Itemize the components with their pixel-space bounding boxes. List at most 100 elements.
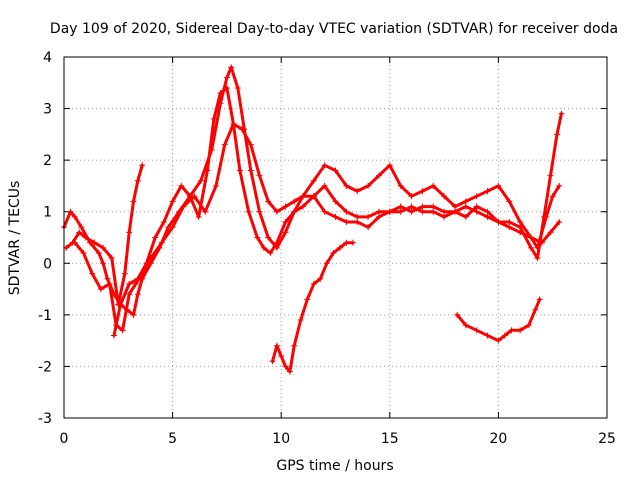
data-point	[204, 167, 211, 174]
data-point	[269, 358, 276, 365]
data-point	[82, 234, 89, 241]
data-point	[89, 270, 96, 277]
data-point	[408, 193, 415, 200]
y-tick-label: -3	[38, 411, 52, 427]
data-point	[451, 203, 458, 210]
x-axis-label: GPS time / hours	[276, 458, 393, 474]
data-point	[256, 172, 263, 179]
data-point	[495, 219, 502, 226]
data-point	[419, 203, 426, 210]
data-point	[441, 213, 448, 220]
data-point	[169, 224, 176, 231]
data-point	[454, 311, 461, 318]
data-point	[536, 296, 543, 303]
data-point	[278, 353, 285, 360]
data-point	[282, 229, 289, 236]
data-point	[462, 203, 469, 210]
data-point	[532, 306, 539, 313]
data-point	[375, 208, 382, 215]
series-line	[271, 241, 355, 374]
data-point	[317, 275, 324, 282]
x-tick-label: 10	[272, 431, 290, 447]
data-point	[419, 208, 426, 215]
data-point	[186, 193, 193, 200]
data-point	[332, 167, 339, 174]
data-point	[134, 291, 141, 298]
data-point	[169, 198, 176, 205]
data-point	[230, 121, 237, 128]
data-point	[408, 208, 415, 215]
data-point	[541, 213, 548, 220]
data-point	[332, 213, 339, 220]
y-tick-label: 4	[43, 50, 52, 66]
data-point	[265, 234, 272, 241]
data-point	[134, 275, 141, 282]
data-point	[304, 296, 311, 303]
data-point	[260, 244, 267, 251]
series-track-4	[110, 84, 565, 339]
data-point	[139, 162, 146, 169]
data-point	[558, 110, 565, 117]
data-point	[354, 213, 361, 220]
data-point	[152, 234, 159, 241]
data-point	[365, 213, 372, 220]
data-point	[239, 126, 246, 133]
data-point	[158, 239, 165, 246]
series-track-2	[63, 162, 146, 308]
data-point	[210, 115, 217, 122]
data-point	[441, 193, 448, 200]
data-point	[221, 141, 228, 148]
data-point	[197, 177, 204, 184]
data-point	[534, 255, 541, 262]
data-point	[282, 219, 289, 226]
data-point	[132, 280, 139, 287]
data-point	[130, 311, 137, 318]
data-point	[375, 213, 382, 220]
data-point	[310, 193, 317, 200]
data-point	[556, 182, 563, 189]
data-point	[202, 208, 209, 215]
data-point	[78, 224, 85, 231]
data-point	[508, 327, 515, 334]
data-point	[321, 182, 328, 189]
data-point	[195, 213, 202, 220]
data-point	[254, 234, 261, 241]
data-point	[273, 208, 280, 215]
data-point	[343, 239, 350, 246]
data-point	[126, 229, 133, 236]
data-point	[310, 177, 317, 184]
data-point	[134, 177, 141, 184]
data-point	[110, 332, 117, 339]
data-point	[71, 213, 78, 220]
data-point	[286, 368, 293, 375]
data-point	[130, 198, 137, 205]
data-point	[506, 224, 513, 231]
data-point	[501, 332, 508, 339]
data-point	[97, 286, 104, 293]
data-point	[67, 208, 74, 215]
data-point	[354, 219, 361, 226]
data-point	[299, 203, 306, 210]
data-point	[506, 219, 513, 226]
y-tick-label: 2	[43, 153, 52, 169]
data-point	[299, 193, 306, 200]
data-point	[80, 249, 87, 256]
data-point	[527, 244, 534, 251]
data-point	[473, 327, 480, 334]
data-point	[213, 182, 220, 189]
data-point	[282, 363, 289, 370]
data-point	[282, 203, 289, 210]
data-point	[554, 131, 561, 138]
data-point	[397, 203, 404, 210]
data-point	[547, 172, 554, 179]
y-tick-label: 0	[43, 256, 52, 272]
tick-layer: 0 5 10 15 20 25 -3 -2 -1 0 1 2 3 4	[38, 50, 616, 447]
data-point	[349, 239, 356, 246]
data-point	[291, 198, 298, 205]
data-point	[527, 234, 534, 241]
data-point	[91, 239, 98, 246]
series-layer	[61, 64, 565, 375]
data-point	[247, 167, 254, 174]
plot-frame	[63, 56, 608, 419]
